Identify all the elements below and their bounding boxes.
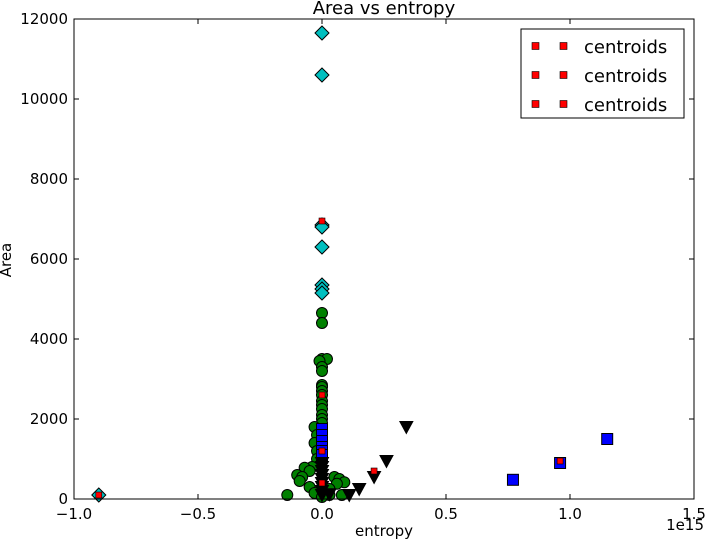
x-tick-label: 1.0 xyxy=(558,505,582,523)
series-4-small-square xyxy=(95,217,564,499)
data-point-2-2 xyxy=(506,473,519,486)
legend: centroids centroids centroids xyxy=(520,28,685,119)
legend-marker xyxy=(559,42,568,50)
data-point-3-0 xyxy=(398,421,414,435)
y-tick-label: 0 xyxy=(58,490,68,508)
x-tick-label: 0.5 xyxy=(434,505,458,523)
y-tick-label: 2000 xyxy=(30,410,68,428)
legend-label: centroids xyxy=(584,37,667,58)
y-tick-label: 8000 xyxy=(30,170,68,188)
plot-axes: −1.0 −0.5 0.0 0.5 1.0 1.5 0 2000 4000 6000 8000 100… xyxy=(20,10,706,523)
legend-marker xyxy=(531,71,540,79)
x-axis-label: entropy xyxy=(355,522,413,539)
data-point-4-3 xyxy=(318,447,326,455)
series-2-square xyxy=(316,423,614,486)
data-point-1-1 xyxy=(316,317,328,329)
legend-marker xyxy=(559,71,568,79)
data-point-0-2 xyxy=(314,67,330,83)
data-point-3-14 xyxy=(322,488,337,502)
data-point-4-5 xyxy=(370,467,378,475)
x-tick-label: −1.0 xyxy=(56,505,92,523)
data-point-0-1 xyxy=(314,25,330,41)
series-0-diamond xyxy=(91,25,330,503)
y-axis-label: Area xyxy=(0,243,15,278)
data-point-2-0 xyxy=(601,433,614,445)
legend-marker xyxy=(531,100,540,108)
data-point-1-39 xyxy=(281,489,294,501)
data-point-4-2 xyxy=(318,391,326,399)
x-tick-label: −0.5 xyxy=(180,505,216,523)
x-tick-label: 1.5 xyxy=(682,505,706,523)
legend-label: centroids xyxy=(584,66,667,87)
legend-marker xyxy=(559,100,568,108)
plot-marks xyxy=(91,25,614,503)
data-point-3-4 xyxy=(341,489,357,503)
legend-marker xyxy=(531,42,540,50)
data-point-3-1 xyxy=(379,455,394,469)
legend-label: centroids xyxy=(584,95,667,116)
x-offset-label: 1e15 xyxy=(666,516,704,534)
legend-box xyxy=(520,28,685,119)
y-tick-label: 12000 xyxy=(20,10,68,28)
data-point-0-5 xyxy=(314,239,330,255)
y-tick-label: 6000 xyxy=(30,250,68,268)
data-point-0-8 xyxy=(314,285,330,301)
series-3-triangle-down xyxy=(314,421,414,503)
y-tick-label: 10000 xyxy=(20,90,68,108)
y-tick-label: 4000 xyxy=(30,330,68,348)
data-point-0-4 xyxy=(314,219,330,235)
data-point-1-6 xyxy=(316,365,328,377)
data-point-1-0 xyxy=(316,307,328,319)
data-point-4-6 xyxy=(556,457,564,465)
x-tick-label: 0.0 xyxy=(310,505,334,523)
data-point-4-0 xyxy=(95,491,103,499)
chart-title: Area vs entropy xyxy=(313,0,456,19)
data-point-4-1 xyxy=(318,217,326,225)
data-point-1-31 xyxy=(293,475,306,487)
data-point-4-4 xyxy=(318,479,326,487)
